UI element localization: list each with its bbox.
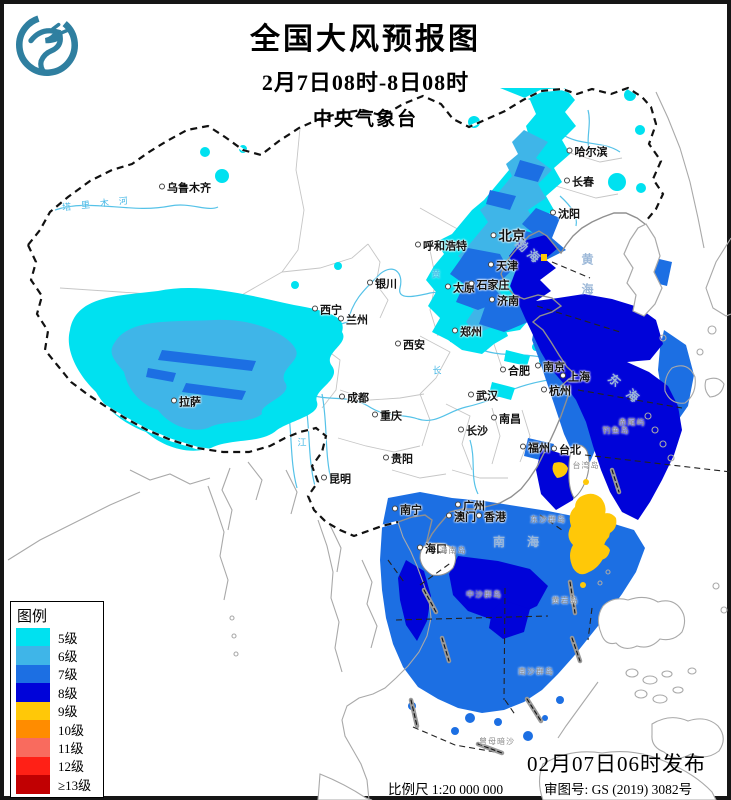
legend-label: 5级 [58,630,78,646]
legend-swatch [16,756,50,776]
map-scale: 比例尺 1:20 000 000 [388,782,504,797]
legend-label: ≥13级 [58,777,92,793]
legend-box: 图例 5级 6级 7级 8级 9级 10级 11级 12级 ≥13级 [10,601,104,798]
legend-swatch [16,775,50,794]
legend-item: 11级 [16,738,103,757]
korea-peninsula [623,223,663,317]
legend-item: 10级 [16,719,103,739]
cma-dragon-icon [16,14,78,76]
legend-label: 12级 [58,759,85,775]
issue-time: 02月07日06时发布 [527,752,706,776]
legend-swatch [16,738,50,757]
legend-item: ≥13级 [16,775,103,794]
legend-label: 7级 [58,667,78,683]
legend-swatch [16,719,50,739]
legend-swatch [16,628,50,647]
legend-swatch [16,646,50,665]
cma-logo [12,10,82,80]
legend-label: 10级 [58,722,85,738]
wind-area-level9 [541,254,617,588]
china-coastline [397,212,646,546]
legend-item: 6级 [16,646,103,665]
nine-dash-line [408,467,622,756]
legend-swatch [16,701,50,720]
legend-label: 9级 [58,704,78,720]
legend-label: 8级 [58,685,78,701]
legend-label: 11级 [58,741,84,757]
international-border [26,86,665,538]
approval-number: 审图号: GS (2019) 3082号 [544,782,693,797]
legend-item: 9级 [16,701,103,720]
legend-item: 5级 [16,628,103,647]
legend-swatch [16,683,50,702]
legend-swatch [16,664,50,684]
legend-item: 12级 [16,756,103,776]
neighbor-coastlines [7,91,731,800]
hainan-island [419,542,457,576]
legend-title: 图例 [17,609,48,625]
legend-label: 6级 [58,649,78,665]
sea-boundary-dashes [387,261,731,753]
legend-item: 8级 [16,683,103,702]
legend-items: 5级 6级 7级 8级 9级 10级 11级 12级 ≥13级 [16,628,103,794]
taiwan-island [568,444,590,499]
legend-item: 7级 [16,664,103,684]
